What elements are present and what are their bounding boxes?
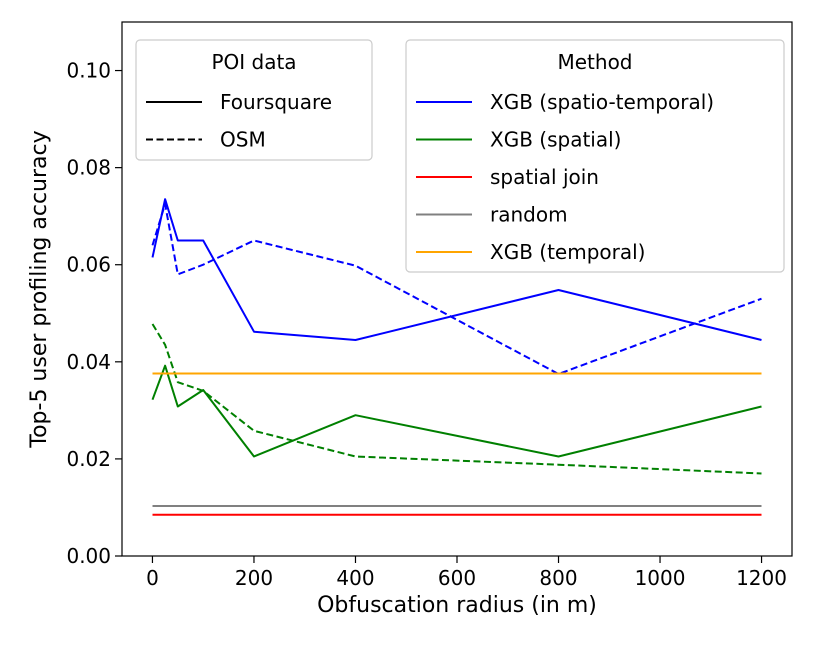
legend-title: POI data (211, 50, 296, 74)
legend-poi-data: POI data Foursquare OSM (135, 39, 373, 161)
x-axis-title: Obfuscation radius (in m) (317, 593, 597, 618)
x-tick-label: 400 (336, 566, 374, 590)
y-axis-title: Top-5 user profiling accuracy (27, 130, 52, 448)
legend-layer: POI data Foursquare OSM Method XGB (spatio-t… (135, 39, 785, 273)
legend-entry-label: Foursquare (220, 90, 332, 114)
legend-entry-label: XGB (temporal) (490, 240, 645, 264)
legend-method: Method XGB (spatio-temporal) XGB (spatial)… (405, 39, 785, 273)
y-tick-label: 0.10 (66, 59, 111, 83)
legend-entry-label: random (490, 203, 568, 227)
y-tick-label: 0.08 (66, 156, 111, 180)
legend-frame (135, 39, 373, 161)
legend-entry-label: XGB (spatio-temporal) (490, 90, 714, 114)
y-tick-label: 0.00 (66, 544, 111, 568)
legend-entry-label: XGB (spatial) (490, 128, 621, 152)
series-line-xgb-spatio-temporal-foursquare (151, 198, 762, 341)
tick-layer: 0 200 400 600 800 1000 1200 0.00 0.02 0.04 0.06 0.0… (66, 59, 787, 590)
series-layer (151, 198, 762, 516)
x-tick-label: 600 (438, 566, 476, 590)
series-line-xgb-spatio-temporal-osm (151, 203, 762, 375)
legend-frame (405, 39, 785, 273)
legend-entry-label: spatial join (490, 165, 599, 189)
x-tick-label: 800 (539, 566, 577, 590)
legend-entry-label: OSM (220, 128, 266, 152)
x-tick-label: 1200 (736, 566, 787, 590)
x-tick-label: 0 (146, 566, 159, 590)
y-tick-label: 0.02 (66, 447, 111, 471)
legend-title: Method (557, 50, 632, 74)
x-tick-label: 1000 (635, 566, 686, 590)
x-tick-label: 200 (235, 566, 273, 590)
y-tick-label: 0.06 (66, 253, 111, 277)
plot-frame (121, 21, 793, 557)
y-tick-label: 0.04 (66, 350, 111, 374)
